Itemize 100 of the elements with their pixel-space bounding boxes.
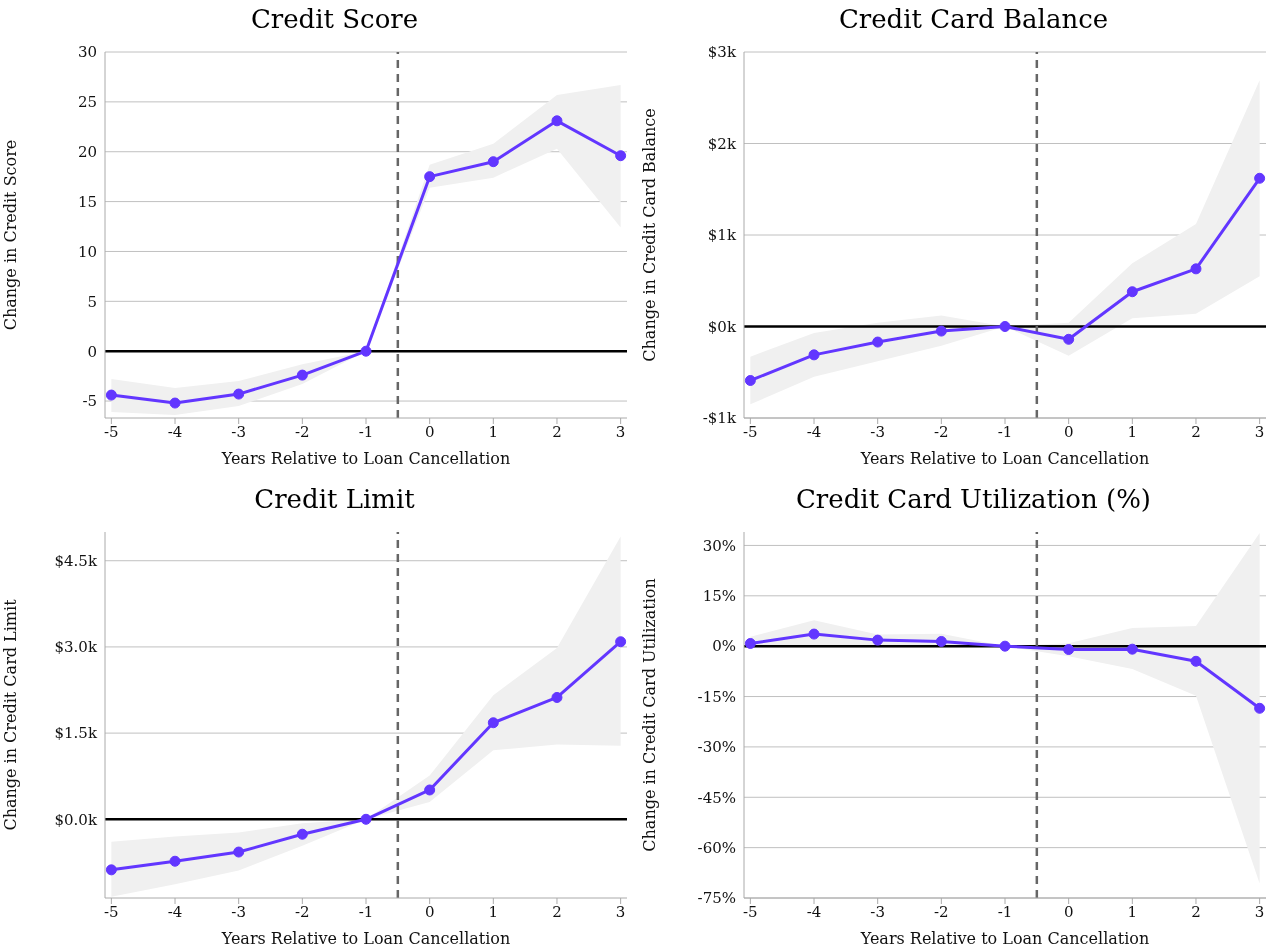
- point: [744, 637, 756, 649]
- point: [1126, 643, 1138, 655]
- y-tick-label: $3.0k: [54, 638, 98, 657]
- point: [551, 691, 563, 703]
- y-tick-label: -45%: [697, 788, 736, 807]
- y-tick-label: -75%: [697, 889, 736, 908]
- point: [935, 635, 947, 647]
- x-tick-label: 0: [1063, 902, 1074, 921]
- x-tick-label: 2: [1191, 902, 1201, 921]
- point: [935, 325, 947, 337]
- point: [999, 640, 1011, 652]
- x-axis-title: Years Relative to Loan Cancellation: [220, 929, 511, 948]
- y-tick-label: 0: [87, 342, 97, 361]
- x-tick-label: -5: [104, 902, 119, 921]
- x-tick-label: 0: [1063, 422, 1074, 441]
- x-tick-label: -3: [870, 422, 885, 441]
- point: [296, 828, 308, 840]
- x-tick-label: 1: [488, 422, 499, 441]
- y-tick-label: $2k: [707, 134, 737, 153]
- point: [169, 855, 181, 867]
- x-tick-label: -4: [167, 422, 183, 441]
- point: [1190, 263, 1202, 275]
- point: [1063, 644, 1075, 656]
- y-axis-title: Change in Credit Score: [0, 139, 20, 331]
- point: [233, 846, 245, 858]
- y-tick-label: 30: [77, 43, 97, 62]
- x-tick-label: -2: [934, 902, 949, 921]
- point: [296, 369, 308, 381]
- point: [424, 784, 436, 796]
- x-tick-label: 2: [552, 422, 562, 441]
- x-tick-label: 0: [424, 422, 435, 441]
- x-tick-label: -5: [743, 902, 758, 921]
- y-tick-label: $0k: [707, 317, 737, 336]
- point: [1190, 655, 1202, 667]
- chart-title: Credit Card Balance: [837, 3, 1110, 36]
- point: [615, 150, 627, 162]
- y-tick-label: 30%: [702, 536, 736, 555]
- x-tick-label: -1: [997, 902, 1013, 921]
- y-tick-label: 15%: [702, 587, 736, 606]
- point: [872, 336, 884, 348]
- point: [169, 397, 181, 409]
- point: [1126, 286, 1138, 298]
- point: [233, 388, 245, 400]
- x-tick-label: 3: [1254, 422, 1265, 441]
- point: [551, 115, 563, 127]
- y-tick-label: $0.0k: [54, 810, 98, 829]
- x-tick-label: 1: [1127, 902, 1138, 921]
- x-tick-label: -1: [997, 422, 1013, 441]
- y-axis-title: Change in Credit Card Utilization: [639, 578, 659, 852]
- y-tick-label: 25: [77, 93, 97, 112]
- x-tick-label: -4: [167, 902, 183, 921]
- x-tick-label: -1: [358, 422, 374, 441]
- x-axis-title: Years Relative to Loan Cancellation: [859, 449, 1150, 468]
- point: [808, 628, 820, 640]
- x-tick-label: 3: [615, 422, 626, 441]
- x-tick-label: -5: [743, 422, 758, 441]
- x-tick-label: -1: [358, 902, 374, 921]
- y-tick-label: -$1k: [702, 409, 737, 428]
- point: [872, 634, 884, 646]
- y-tick-label: $4.5k: [54, 552, 98, 571]
- x-tick-label: 1: [1127, 422, 1138, 441]
- y-tick-label: 15: [77, 192, 97, 211]
- x-tick-label: 1: [488, 902, 499, 921]
- x-tick-label: -2: [295, 422, 310, 441]
- x-tick-label: 3: [615, 902, 626, 921]
- point: [1254, 702, 1266, 714]
- x-axis-title: Years Relative to Loan Cancellation: [220, 449, 511, 468]
- chart-title: Credit Score: [249, 3, 420, 36]
- chart-title: Credit Card Utilization (%): [794, 483, 1152, 516]
- y-tick-label: -5: [82, 392, 97, 411]
- point: [105, 389, 117, 401]
- y-tick-label: $1.5k: [54, 724, 98, 743]
- chart-title: Credit Limit: [253, 483, 416, 516]
- y-tick-label: 10: [77, 242, 97, 261]
- point: [487, 156, 499, 168]
- x-tick-label: 2: [1191, 422, 1201, 441]
- point: [360, 345, 372, 357]
- y-tick-label: -60%: [697, 838, 736, 857]
- x-axis-title: Years Relative to Loan Cancellation: [859, 929, 1150, 948]
- x-tick-label: -4: [806, 422, 822, 441]
- y-tick-label: -15%: [697, 687, 736, 706]
- point: [487, 717, 499, 729]
- y-tick-label: $1k: [707, 226, 737, 245]
- y-tick-label: 5: [87, 292, 97, 311]
- point: [424, 171, 436, 183]
- point: [615, 636, 627, 648]
- x-tick-label: 0: [424, 902, 435, 921]
- point: [999, 321, 1011, 332]
- x-tick-label: -5: [104, 422, 119, 441]
- y-axis-title: Change in Credit Card Limit: [0, 598, 20, 831]
- y-tick-label: -30%: [697, 738, 736, 757]
- y-tick-label: $3k: [707, 43, 737, 62]
- point: [1063, 333, 1075, 345]
- y-tick-label: 0%: [712, 637, 736, 656]
- point: [360, 813, 372, 825]
- x-tick-label: 3: [1254, 902, 1265, 921]
- point: [1254, 172, 1266, 184]
- x-tick-label: -3: [870, 902, 885, 921]
- x-tick-label: -2: [934, 422, 949, 441]
- point: [105, 864, 117, 876]
